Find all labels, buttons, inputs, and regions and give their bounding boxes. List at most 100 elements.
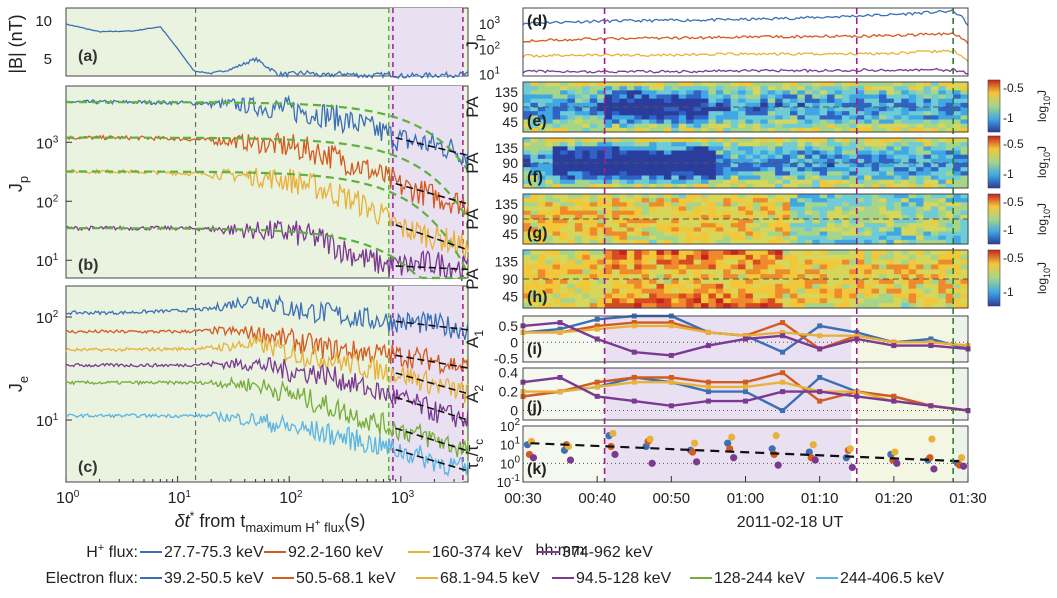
heat-cell [804,146,813,152]
heat-cell [567,293,576,299]
heat-cell [530,90,539,96]
heat-cell [671,163,680,168]
heat-cell [574,231,583,237]
heat-cell [923,127,932,133]
heat-cell [545,94,554,100]
heat-cell [686,158,695,164]
heat-cell [708,219,717,224]
heat-cell [612,86,621,91]
heat-cell [745,303,754,309]
heat-cell [604,279,613,285]
heat-cell [693,154,702,160]
heat-cell [960,198,969,203]
heat-cell [871,127,880,133]
heat-cell [597,119,606,125]
heat-cell [604,202,613,208]
heat-cell [782,175,791,181]
heat-cell [767,86,776,91]
heat-cell [545,111,554,116]
heat-cell [782,235,791,241]
heat-cell [827,146,836,152]
heat-cell [930,183,939,189]
heat-cell [908,167,917,172]
heat-cell [560,123,569,129]
heat-cell [856,202,865,208]
heat-cell [812,167,821,172]
heat-cell [552,250,561,256]
heat-cell [715,171,724,177]
heat-cell [834,82,843,87]
heat-cell [597,179,606,185]
heat-cell [574,90,583,96]
heat-cell [693,259,702,266]
heat-cell [819,119,828,125]
heat-cell [960,183,969,189]
heat-cell [523,163,532,168]
heat-cell [945,171,954,177]
heat-cell [841,123,850,129]
heat-cell [693,283,702,290]
heat-cell [738,288,747,295]
heat-cell [612,146,621,152]
heat-cell [567,98,576,104]
heat-cell [597,154,606,160]
heat-cell [678,274,687,280]
heat-cell [767,293,776,299]
heat-cell [938,259,947,266]
heat-cell [775,264,784,270]
heat-cell [537,158,546,164]
heat-cell [871,231,880,237]
heat-cell [612,102,621,108]
heat-cell [916,179,925,185]
heat-cell [834,119,843,125]
heat-cell [945,219,954,224]
heat-cell [797,115,806,121]
heat-cell [701,227,710,233]
heat-cell [804,231,813,237]
heat-cell [574,279,583,285]
heat-cell [634,293,643,299]
heat-cell [790,283,799,290]
heat-cell [864,227,873,233]
heat-cell [893,210,902,216]
heat-cell [930,254,939,261]
heat-cell [804,264,813,270]
heat-cell [827,206,836,212]
heat-cell [671,107,680,112]
svg-text:log10J: log10J [1035,146,1052,178]
heat-cell [804,163,813,168]
heat-cell [908,127,917,133]
heat-cell [537,288,546,295]
heat-cell [893,283,902,290]
heat-cell [708,127,717,133]
heat-cell [893,158,902,164]
heat-cell [574,107,583,112]
heat-cell [597,259,606,266]
heat-cell [879,235,888,241]
heat-cell [960,171,969,177]
heat-cell [923,279,932,285]
heat-cell [953,283,962,290]
heat-cell [849,171,858,177]
heat-cell [945,214,954,220]
heat-cell [856,111,865,116]
heat-cell [537,107,546,112]
heat-cell [886,167,895,172]
hhmm-label: hh:mm [536,542,585,559]
heat-cell [819,115,828,121]
heat-cell [678,219,687,224]
heat-cell [597,90,606,96]
heat-cell [545,283,554,290]
heat-cell [649,269,658,275]
heat-cell [663,210,672,216]
heat-cell [537,123,546,129]
heat-cell [582,163,591,168]
heat-cell [760,183,769,189]
right-column: 00:30 00:40 00:50 01:00 01:10 01:20 01:3010310… [463,7,987,559]
heat-cell [819,283,828,290]
heat-cell [708,250,717,256]
heat-cell [715,219,724,224]
panel-i-marker [705,329,711,335]
heat-cell [782,210,791,216]
